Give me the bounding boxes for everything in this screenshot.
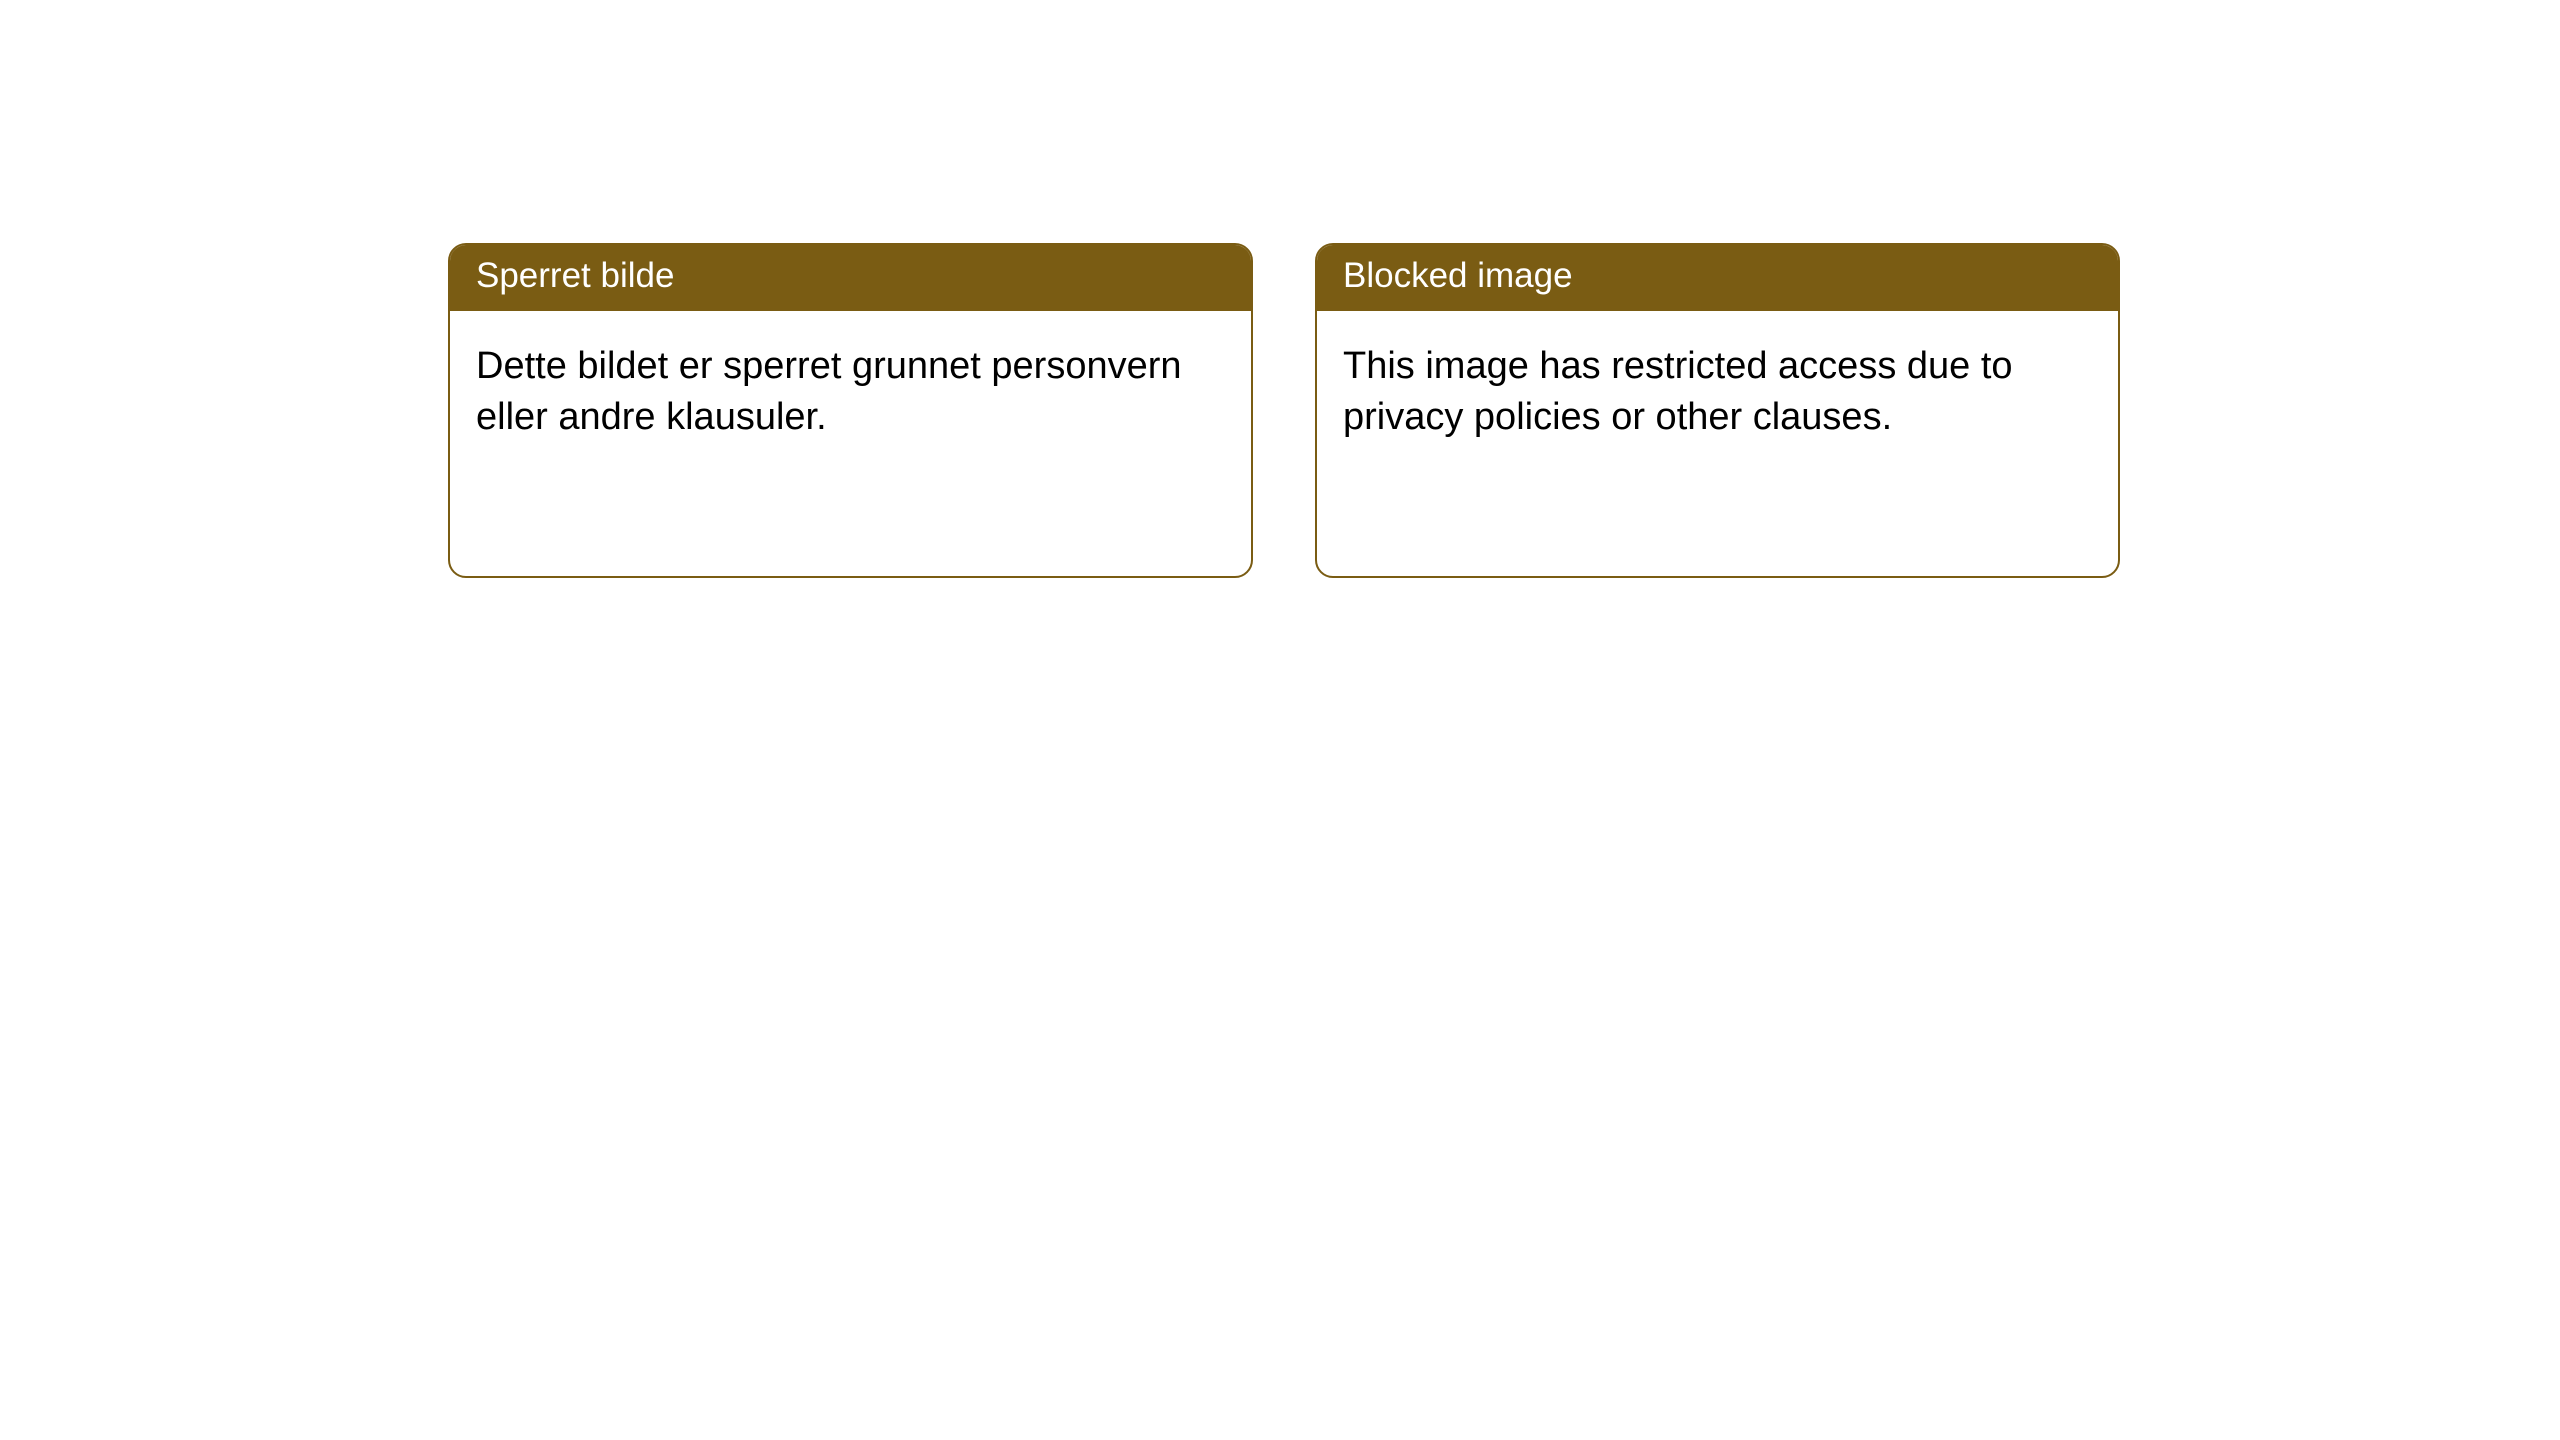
notice-container: Sperret bilde Dette bildet er sperret gr… [0, 0, 2560, 578]
notice-card-english: Blocked image This image has restricted … [1315, 243, 2120, 578]
notice-card-norwegian: Sperret bilde Dette bildet er sperret gr… [448, 243, 1253, 578]
notice-body-norwegian: Dette bildet er sperret grunnet personve… [450, 311, 1251, 474]
notice-body-english: This image has restricted access due to … [1317, 311, 2118, 474]
notice-title-english: Blocked image [1317, 245, 2118, 311]
notice-title-norwegian: Sperret bilde [450, 245, 1251, 311]
